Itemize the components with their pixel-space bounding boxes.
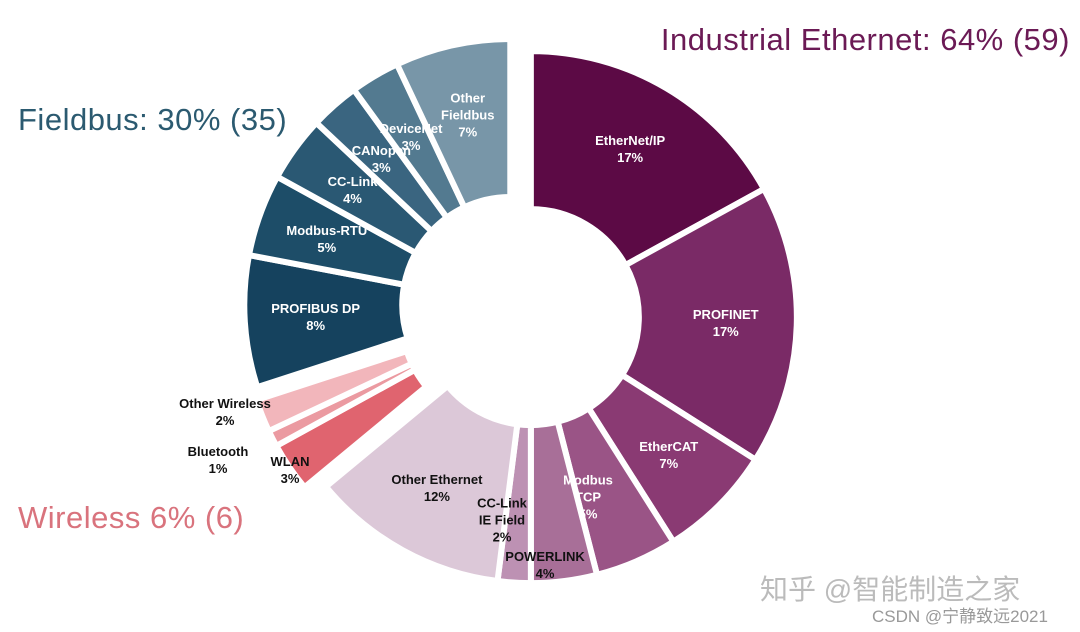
segment-value: 5% — [317, 239, 337, 255]
segment-label: CANopen 3% — [352, 142, 411, 176]
segment-label: Modbus-RTU 5% — [286, 222, 367, 256]
segment-value: 5% — [578, 506, 598, 522]
watermark: 知乎 @智能制造之家 — [760, 574, 1021, 605]
donut-segment — [252, 347, 416, 436]
segment-value: 4% — [343, 191, 362, 207]
segment-label: EtherNet/IP 17% — [595, 132, 665, 166]
segment-name: DeviceNet — [379, 121, 443, 137]
donut-segment — [393, 35, 514, 212]
segment-label: PROFINET 17% — [693, 306, 759, 340]
segment-label: CC-Link 4% — [328, 173, 378, 207]
segment-value: 7% — [659, 455, 679, 471]
segment-value: 3% — [401, 138, 421, 154]
group-label: Wireless 6% (6) — [18, 500, 245, 535]
segment-name: POWERLINK — [505, 549, 585, 564]
segment-name: Modbus TCP — [563, 472, 613, 505]
segment-name: EtherNet/IP — [595, 133, 666, 149]
donut-segment — [617, 184, 800, 464]
segment-value: 17% — [617, 150, 644, 166]
segment-label: Other Fieldbus 7% — [438, 89, 498, 140]
donut-segment — [527, 48, 769, 270]
segment-value: 12% — [423, 488, 450, 504]
segment-label: CC-Link IE Field 2% — [477, 495, 527, 546]
segment-name: PROFINET — [692, 307, 759, 323]
segment-value: 8% — [306, 318, 326, 334]
watermark: CSDN @宁静致远2021 — [872, 607, 1048, 626]
segment-value: 3% — [280, 471, 300, 486]
segment-label: DeviceNet 3% — [380, 120, 443, 154]
segment-name: Bluetooth — [187, 444, 249, 459]
segment-name: CANopen — [351, 142, 411, 158]
donut-segment — [321, 381, 521, 585]
segment-value: 17% — [712, 324, 739, 340]
segment-label: Other Wireless 2% — [179, 395, 271, 429]
segment-label: Modbus TCP 5% — [563, 472, 613, 523]
segment-value: 4% — [535, 566, 555, 581]
segment-label: Other Ethernet 12% — [391, 471, 482, 505]
segment-name: CC-Link IE Field — [477, 495, 527, 528]
segment-value: 3% — [371, 159, 391, 175]
segment-name: Modbus-RTU — [286, 222, 368, 238]
segment-name: PROFIBUS DP — [271, 301, 361, 317]
segment-label: Bluetooth 1% — [188, 443, 249, 477]
segment-name: Other Ethernet — [391, 471, 483, 487]
segment-label: PROFIBUS DP 8% — [271, 300, 360, 334]
segment-value: 7% — [458, 124, 478, 140]
segment-name: EtherCAT — [639, 438, 699, 454]
segment-name: Other Wireless — [179, 396, 271, 411]
segment-label: POWERLINK 4% — [505, 548, 584, 582]
segment-label: EtherCAT 7% — [639, 438, 698, 472]
segment-value: 2% — [215, 413, 235, 428]
group-label: Fieldbus: 30% (35) — [18, 102, 288, 137]
segment-name: Other Fieldbus — [441, 90, 495, 123]
segment-name: CC-Link — [327, 174, 378, 190]
segment-label: WLAN 3% — [271, 453, 310, 487]
segment-name: WLAN — [270, 454, 310, 469]
group-label: Industrial Ethernet: 64% (59) — [660, 22, 1070, 57]
segment-value: 1% — [208, 461, 228, 476]
segment-value: 2% — [492, 529, 512, 545]
